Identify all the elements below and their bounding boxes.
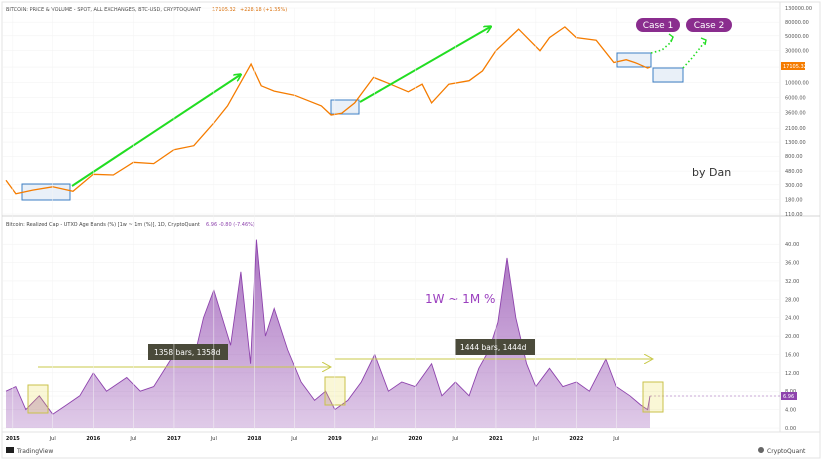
trend-arrow-2019-2021 <box>359 27 490 103</box>
lower-y-tick-label: 36.00 <box>785 261 799 267</box>
bottom-box-2018 <box>330 99 360 115</box>
lower-y-ticks: 40.00 36.00 32.00 28.00 24.00 20.00 16.00 12.00… <box>785 242 799 432</box>
upper-y-tick-label: 1300.00 <box>785 140 806 146</box>
x-tick-label: 2016 <box>86 436 100 442</box>
current-value-badge <box>781 392 797 400</box>
current-price-badge <box>781 62 805 70</box>
x-tick-label: Jul <box>371 436 378 442</box>
x-tick-label: 2020 <box>408 436 422 442</box>
x-tick-label: Jul <box>290 436 297 442</box>
x-axis-ticks: 2015 Jul 2016 Jul 2017 Jul 2018 Jul 2019 Jul 2020 J… <box>6 8 619 442</box>
tradingview-label: TradingView <box>16 448 53 455</box>
cryptoquant-logo-icon <box>758 447 764 453</box>
cycle2-label: 1444 bars, 1444d <box>460 343 527 352</box>
case1-badge <box>636 18 680 32</box>
x-tick-label: 2019 <box>328 436 342 442</box>
x-tick-label: 2022 <box>569 436 583 442</box>
uxto-area-fill <box>6 239 650 428</box>
x-tick-label: Jul <box>532 436 539 442</box>
upper-y-tick-label: 480.00 <box>785 169 803 175</box>
x-tick-label: 2021 <box>489 436 503 442</box>
bottom-marker-2015 <box>27 384 49 414</box>
current-box-2022 <box>616 52 652 68</box>
upper-y-tick-label: 800.00 <box>785 154 803 160</box>
x-tick-label: 2018 <box>247 436 261 442</box>
case2-badge <box>686 18 732 32</box>
x-tick-label: Jul <box>49 436 56 442</box>
lower-y-tick-label: 20.00 <box>785 334 799 340</box>
upper-y-tick-label: 2100.00 <box>785 126 806 132</box>
case2-label: Case 2 <box>694 21 725 31</box>
lower-y-tick-label: 40.00 <box>785 242 799 248</box>
lower-y-tick-label: 12.00 <box>785 371 799 377</box>
upper-title: BITCOIN: PRICE & VOLUME - SPOT, ALL EXCH… <box>6 7 202 13</box>
case2-box <box>652 67 684 83</box>
cycle2-label-box <box>455 339 535 355</box>
upper-y-tick-label: 50000.00 <box>785 34 809 40</box>
lower-y-tick-label: 32.00 <box>785 279 799 285</box>
trend-arrow-2015-2017 <box>71 75 240 187</box>
upper-y-tick-label: 3600.00 <box>785 110 806 116</box>
cryptoquant-label: CryptoQuant <box>767 448 806 455</box>
upper-price-value: 17105.32 <box>212 7 236 13</box>
cycle1-label: 1358 bars, 1358d <box>154 348 221 357</box>
x-tick-label: Jul <box>129 436 136 442</box>
current-value-label: 6.96 <box>783 394 794 400</box>
lower-title: Bitcoin: Realized Cap - UTXO Age Bands (… <box>6 222 200 228</box>
upper-y-tick-label: 300.00 <box>785 183 803 189</box>
band-label: 1W ~ 1M % <box>425 292 495 306</box>
lower-y-tick-label: 28.00 <box>785 297 799 303</box>
upper-y-tick-label: 6000.00 <box>785 96 806 102</box>
upper-y-tick-label: 110.00 <box>785 212 803 218</box>
lower-y-tick-label: 0.00 <box>785 426 796 432</box>
lower-y-tick-label: 16.00 <box>785 352 799 358</box>
x-tick-label: 2017 <box>167 436 181 442</box>
lower-values: 6.96 -0.80 (-7.46%) <box>206 222 255 228</box>
upper-y-tick-label: 80000.00 <box>785 20 809 26</box>
author-label: by Dan <box>692 166 731 179</box>
x-tick-label: Jul <box>612 436 619 442</box>
upper-y-ticks: 130000.00 80000.00 50000.00 30000.00 10000.0… <box>785 6 812 218</box>
lower-y-tick-label: 4.00 <box>785 408 796 414</box>
case2-arrowhead-icon <box>700 37 707 46</box>
current-price-label: 17105.32 <box>783 64 807 70</box>
case1-arrowhead-icon <box>668 33 674 43</box>
upper-y-tick-label: 10000.00 <box>785 81 809 87</box>
upper-y-tick-label: 130000.00 <box>785 6 812 12</box>
lower-y-tick-label: 24.00 <box>785 316 799 322</box>
cycle1-label-box <box>148 344 228 360</box>
price-series-line <box>5 26 651 195</box>
bottom-box-2015 <box>21 183 71 201</box>
upper-y-tick-label: 180.00 <box>785 198 803 204</box>
case1-label: Case 1 <box>643 21 674 31</box>
case2-projection-arrow <box>682 39 707 69</box>
upper-price-change: +228.18 (+1.35%) <box>240 7 287 13</box>
upper-y-tick-label: 30000.00 <box>785 49 809 55</box>
tradingview-logo-icon <box>6 447 14 453</box>
x-tick-label: 2015 <box>6 436 20 442</box>
x-tick-label: Jul <box>210 436 217 442</box>
bottom-marker-2022 <box>642 381 664 413</box>
x-tick-label: Jul <box>451 436 458 442</box>
upper-grid <box>2 7 780 215</box>
